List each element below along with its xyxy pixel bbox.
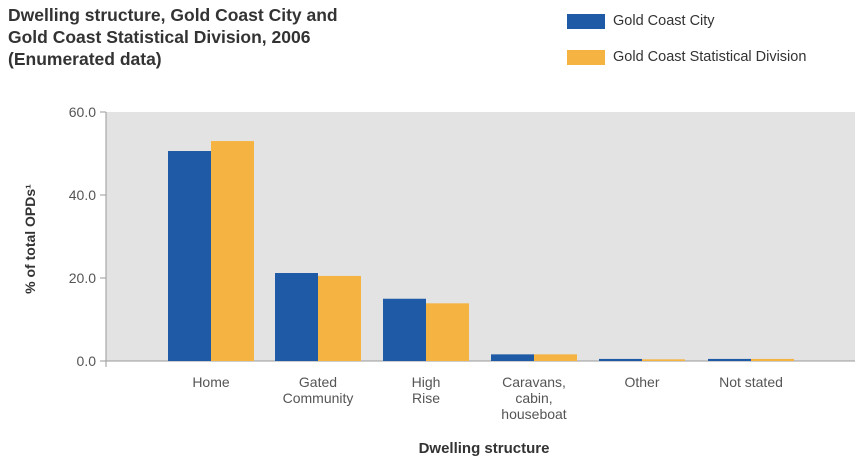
chart-title-line-3: (Enumerated data) xyxy=(8,49,162,69)
y-tick-label: 60.0 xyxy=(69,104,96,120)
x-category-label-line: Community xyxy=(283,390,354,406)
x-category-label-line: Home xyxy=(192,374,230,390)
x-category-label: Caravans, cabin, houseboat xyxy=(501,374,567,422)
x-category-label-line: Other xyxy=(624,374,659,390)
x-axis-title: Dwelling structure xyxy=(418,440,550,457)
x-category-label-line: cabin, xyxy=(515,390,552,406)
x-category-label-line: Caravans, xyxy=(502,374,566,390)
bar-gold-coast-sd-2 xyxy=(426,303,469,361)
y-tick-label: 40.0 xyxy=(69,187,96,203)
chart-title: Dwelling structure, Gold Coast City and … xyxy=(8,4,428,70)
x-category-label: Gated Community xyxy=(283,374,354,406)
x-category-labels: Home Gated Community High Rise Caravans, cabin… xyxy=(192,374,783,422)
bar-gold-coast-city-2 xyxy=(383,298,426,361)
x-category-label-line: High xyxy=(412,374,441,390)
legend-label-gold-coast-city: Gold Coast City xyxy=(613,13,715,29)
x-category-label: Other xyxy=(624,374,659,390)
legend-swatch-gold-coast-city xyxy=(567,14,605,29)
x-category-label: Home xyxy=(192,374,230,390)
bar-gold-coast-city-1 xyxy=(275,273,318,361)
x-category-label-line: Not stated xyxy=(719,374,783,390)
bar-gold-coast-sd-4 xyxy=(642,359,685,361)
bars-group xyxy=(168,141,794,361)
x-category-label-line: Gated xyxy=(299,374,337,390)
bar-gold-coast-sd-1 xyxy=(318,275,361,361)
y-tick-label: 20.0 xyxy=(69,270,96,286)
y-ticks: 0.0 20.0 40.0 60.0 xyxy=(69,104,106,369)
x-category-label: Not stated xyxy=(719,374,783,390)
bar-gold-coast-sd-3 xyxy=(534,354,577,361)
legend-label-gold-coast-sd: Gold Coast Statistical Division xyxy=(613,49,807,65)
x-category-label-line: Rise xyxy=(412,390,440,406)
x-category-label-line: houseboat xyxy=(501,406,567,422)
bar-gold-coast-sd-5 xyxy=(751,358,794,361)
chart-title-line-2: Gold Coast Statistical Division, 2006 xyxy=(8,27,311,47)
legend-swatch-gold-coast-sd xyxy=(567,50,605,65)
y-tick-label: 0.0 xyxy=(77,353,97,369)
bar-gold-coast-city-5 xyxy=(708,358,751,361)
bar-gold-coast-city-4 xyxy=(599,358,642,361)
bar-gold-coast-sd-0 xyxy=(211,141,254,361)
bar-gold-coast-city-3 xyxy=(491,354,534,361)
x-category-label: High Rise xyxy=(412,374,441,406)
bar-gold-coast-city-0 xyxy=(168,151,211,361)
chart-title-line-1: Dwelling structure, Gold Coast City and xyxy=(8,5,338,25)
